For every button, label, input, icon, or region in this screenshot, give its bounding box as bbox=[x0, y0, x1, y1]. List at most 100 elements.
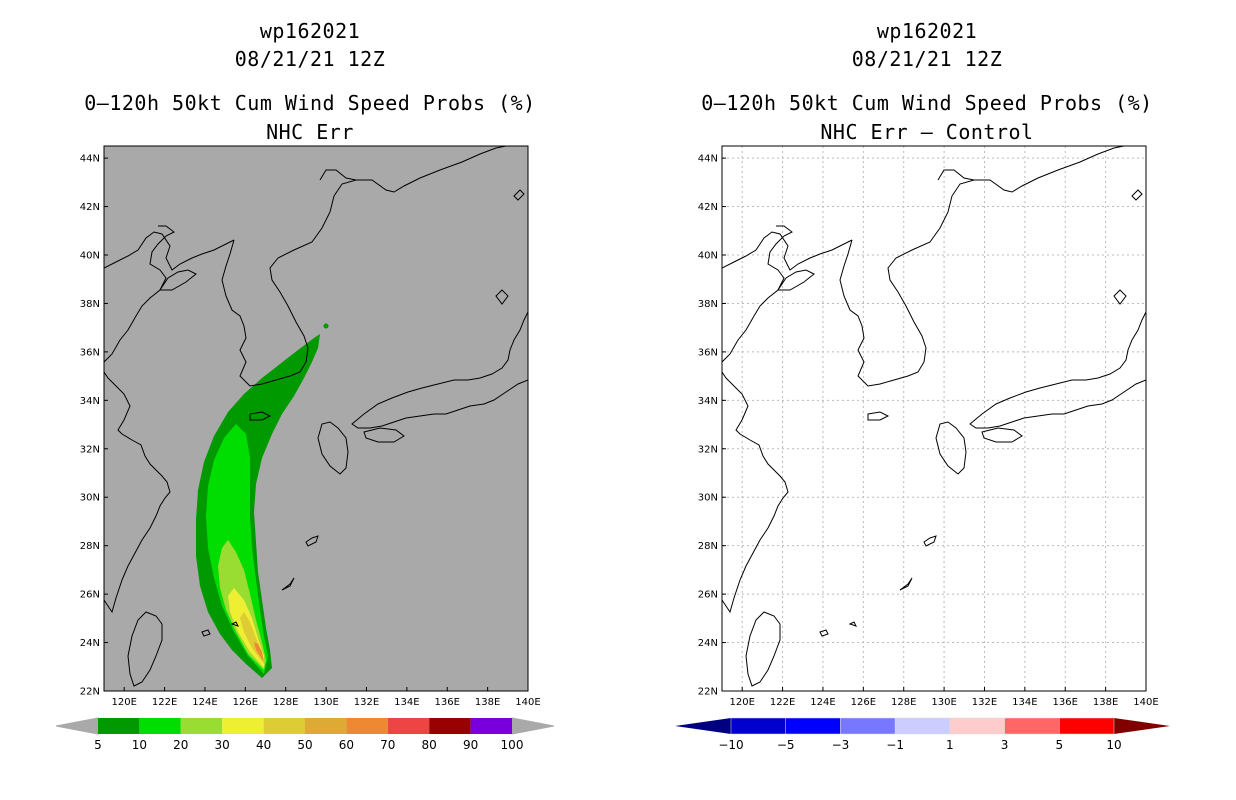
x-tick-label: 132E bbox=[972, 697, 997, 708]
colorbar-label: 10 bbox=[132, 738, 147, 752]
left-prob-swath-50 bbox=[254, 642, 264, 662]
right-x-axis: 120E 122E 124E 126E 128E 130E 132E 134E 136E 138E… bbox=[729, 687, 1159, 708]
y-tick-label: 40N bbox=[698, 251, 718, 262]
x-tick-label: 124E bbox=[192, 697, 217, 708]
x-tick-label: 138E bbox=[1093, 697, 1118, 708]
colorbar-box bbox=[1059, 717, 1115, 735]
left-prob-island bbox=[323, 323, 329, 329]
colorbar-box bbox=[387, 718, 430, 734]
left-map-frame bbox=[103, 145, 529, 692]
colorbar-box bbox=[139, 718, 181, 734]
colorbar-box bbox=[180, 718, 223, 734]
x-tick-label: 126E bbox=[851, 697, 876, 708]
colorbar-label: 60 bbox=[339, 738, 354, 752]
colorbar-box bbox=[346, 718, 388, 734]
colorbar-box bbox=[894, 717, 951, 735]
right-datetime: 08/21/21 12Z bbox=[851, 47, 1003, 71]
y-tick-label: 42N bbox=[80, 202, 100, 213]
y-tick-label: 26N bbox=[80, 590, 100, 601]
x-tick-label: 140E bbox=[1133, 697, 1158, 708]
y-tick-label: 42N bbox=[698, 202, 718, 213]
right-title-line2: NHC Err – Control bbox=[820, 120, 1034, 144]
y-tick-label: 32N bbox=[698, 444, 718, 455]
colorbar-label: 50 bbox=[297, 738, 312, 752]
y-tick-label: 22N bbox=[80, 687, 100, 698]
colorbar-box bbox=[840, 717, 896, 735]
y-tick-label: 34N bbox=[80, 396, 100, 407]
y-tick-label: 44N bbox=[80, 154, 100, 165]
colorbar-label: 10 bbox=[1106, 738, 1121, 752]
y-tick-label: 36N bbox=[80, 347, 100, 358]
x-tick-label: 128E bbox=[891, 697, 916, 708]
left-map-panel: 22N 24N 26N 28N 30N 32N 34N 36N 38N 40N 42N 44N 120… bbox=[80, 145, 541, 708]
colorbar-box bbox=[785, 717, 841, 735]
x-tick-label: 134E bbox=[394, 697, 419, 708]
y-tick-label: 34N bbox=[698, 396, 718, 407]
x-tick-label: 126E bbox=[233, 697, 258, 708]
colorbar-box bbox=[98, 718, 140, 734]
x-tick-label: 140E bbox=[515, 697, 540, 708]
right-storm-id: wp162021 bbox=[876, 19, 978, 43]
x-tick-label: 122E bbox=[152, 697, 177, 708]
colorbar-label: 100 bbox=[501, 738, 524, 752]
colorbar-label: −3 bbox=[832, 738, 850, 752]
x-tick-label: 120E bbox=[111, 697, 136, 708]
colorbar-label: 20 bbox=[173, 738, 188, 752]
colorbar-label: −10 bbox=[718, 738, 743, 752]
x-tick-label: 128E bbox=[273, 697, 298, 708]
colorbar-label: 30 bbox=[215, 738, 230, 752]
colorbar-label: 40 bbox=[256, 738, 271, 752]
x-tick-label: 120E bbox=[729, 697, 754, 708]
colorbar-label: 5 bbox=[94, 738, 102, 752]
right-map-panel: 22N 24N 26N 28N 30N 32N 34N 36N 38N 40N 42N 44N 120… bbox=[698, 145, 1159, 708]
left-storm-id: wp162021 bbox=[259, 19, 361, 43]
colorbar-label: 90 bbox=[463, 738, 478, 752]
colorbar-box bbox=[222, 718, 264, 734]
colorbar-high-arrow bbox=[1114, 718, 1170, 734]
left-x-axis: 120E 122E 124E 126E 128E 130E 132E 134E 136E 138E… bbox=[111, 687, 541, 708]
colorbar-low-arrow bbox=[55, 717, 99, 735]
x-tick-label: 138E bbox=[475, 697, 500, 708]
y-tick-label: 24N bbox=[698, 638, 718, 649]
x-tick-label: 136E bbox=[435, 697, 460, 708]
y-tick-label: 30N bbox=[80, 493, 100, 504]
colorbar-label: 3 bbox=[1001, 738, 1009, 752]
colorbar-label: −5 bbox=[777, 738, 795, 752]
left-colorbar: 5 10 20 30 40 50 60 70 80 90 100 bbox=[55, 717, 555, 752]
x-tick-label: 136E bbox=[1053, 697, 1078, 708]
left-title-line1: 0–120h 50kt Cum Wind Speed Probs (%) bbox=[84, 91, 536, 115]
y-tick-label: 38N bbox=[698, 299, 718, 310]
right-gridlines bbox=[722, 146, 1146, 691]
colorbar-high-arrow bbox=[511, 717, 555, 735]
left-datetime: 08/21/21 12Z bbox=[234, 47, 386, 71]
left-title-line2: NHC Err bbox=[266, 120, 354, 144]
colorbar-label: 5 bbox=[1055, 738, 1063, 752]
colorbar-box bbox=[730, 717, 786, 735]
right-colorbar: −10 −5 −3 −1 1 3 5 10 bbox=[675, 717, 1170, 752]
y-tick-label: 36N bbox=[698, 347, 718, 358]
right-title-line1: 0–120h 50kt Cum Wind Speed Probs (%) bbox=[701, 91, 1153, 115]
colorbar-box bbox=[1004, 717, 1060, 735]
left-y-axis: 22N 24N 26N 28N 30N 32N 34N 36N 38N 40N 42N 44N bbox=[80, 154, 108, 698]
colorbar-box bbox=[305, 718, 347, 734]
x-tick-label: 124E bbox=[810, 697, 835, 708]
right-y-axis: 22N 24N 26N 28N 30N 32N 34N 36N 38N 40N 42N 44N bbox=[698, 154, 726, 698]
y-tick-label: 24N bbox=[80, 638, 100, 649]
y-tick-label: 40N bbox=[80, 251, 100, 262]
colorbar-box bbox=[949, 717, 1005, 735]
colorbar-label: 80 bbox=[422, 738, 437, 752]
colorbar-box bbox=[470, 718, 512, 734]
colorbar-box bbox=[429, 718, 471, 734]
y-tick-label: 26N bbox=[698, 590, 718, 601]
x-tick-label: 130E bbox=[931, 697, 956, 708]
right-map-frame bbox=[721, 145, 1147, 692]
colorbar-label: −1 bbox=[886, 738, 904, 752]
colorbar-label: 70 bbox=[380, 738, 395, 752]
x-tick-label: 130E bbox=[313, 697, 338, 708]
colorbar-label: 1 bbox=[946, 738, 954, 752]
x-tick-label: 132E bbox=[354, 697, 379, 708]
colorbar-box bbox=[263, 718, 305, 734]
x-tick-label: 134E bbox=[1012, 697, 1037, 708]
y-tick-label: 30N bbox=[698, 493, 718, 504]
